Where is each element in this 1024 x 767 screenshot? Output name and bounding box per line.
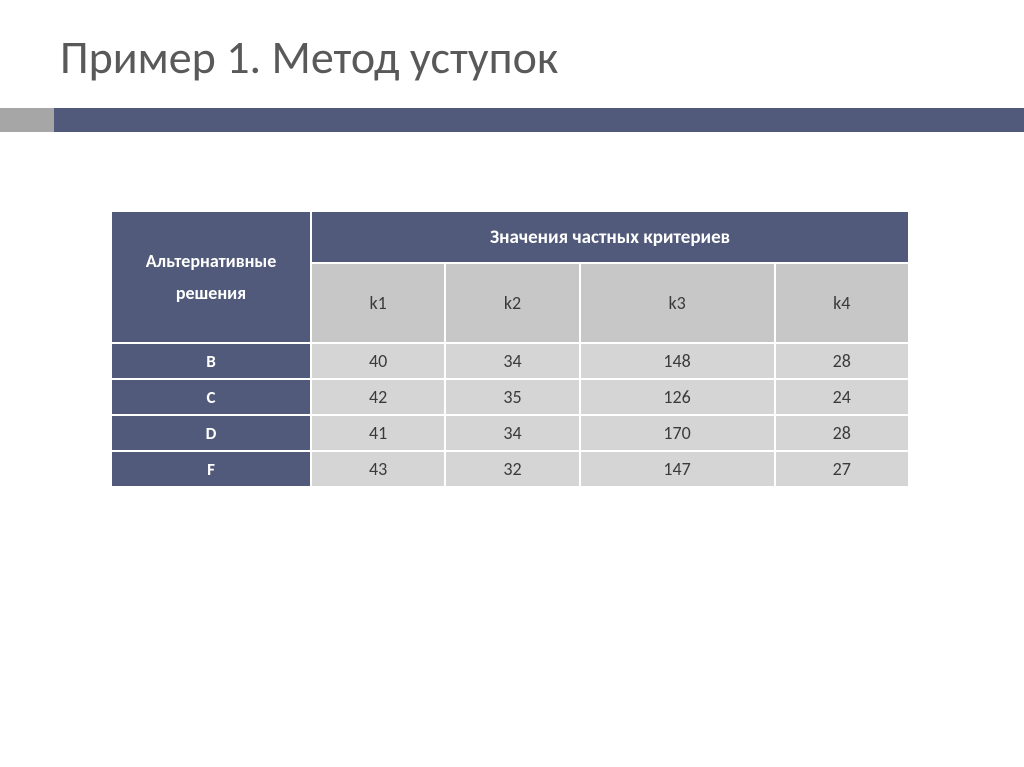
slide-title: Пример 1. Метод уступок <box>60 30 558 86</box>
table-cell: 35 <box>445 379 579 415</box>
col-k4: k4 <box>775 263 909 343</box>
slide: Пример 1. Метод уступок Альтернативные р… <box>0 0 1024 767</box>
table-row: D 41 34 170 28 <box>111 415 909 451</box>
table-cell: 40 <box>311 343 445 379</box>
table-cell: 34 <box>445 343 579 379</box>
row-header-label-line1: Альтернативные <box>146 250 277 272</box>
table-cell: 28 <box>775 343 909 379</box>
row-header: C <box>111 379 311 415</box>
col-k3: k3 <box>580 263 775 343</box>
row-header-label-line2: решения <box>176 282 246 304</box>
table-cell: 24 <box>775 379 909 415</box>
accent-left <box>0 108 54 132</box>
table-row: C 42 35 126 24 <box>111 379 909 415</box>
row-header: D <box>111 415 311 451</box>
table-cell: 43 <box>311 451 445 487</box>
table-cell: 41 <box>311 415 445 451</box>
table-cell: 34 <box>445 415 579 451</box>
table-row: B 40 34 148 28 <box>111 343 909 379</box>
table-header-row-1: Альтернативные решения Значения частных … <box>111 211 909 263</box>
accent-line <box>0 108 1024 132</box>
col-k2: k2 <box>445 263 579 343</box>
criteria-header: Значения частных критериев <box>311 211 909 263</box>
table-cell: 147 <box>580 451 775 487</box>
table-cell: 148 <box>580 343 775 379</box>
accent-right <box>54 108 1024 132</box>
table-cell: 28 <box>775 415 909 451</box>
table-cell: 27 <box>775 451 909 487</box>
col-k1: k1 <box>311 263 445 343</box>
table-row: F 43 32 147 27 <box>111 451 909 487</box>
table-cell: 126 <box>580 379 775 415</box>
row-header: F <box>111 451 311 487</box>
table-cell: 32 <box>445 451 579 487</box>
row-header: B <box>111 343 311 379</box>
table-cell: 170 <box>580 415 775 451</box>
criteria-table: Альтернативные решения Значения частных … <box>110 210 910 488</box>
row-header-label: Альтернативные решения <box>111 211 311 343</box>
table-cell: 42 <box>311 379 445 415</box>
